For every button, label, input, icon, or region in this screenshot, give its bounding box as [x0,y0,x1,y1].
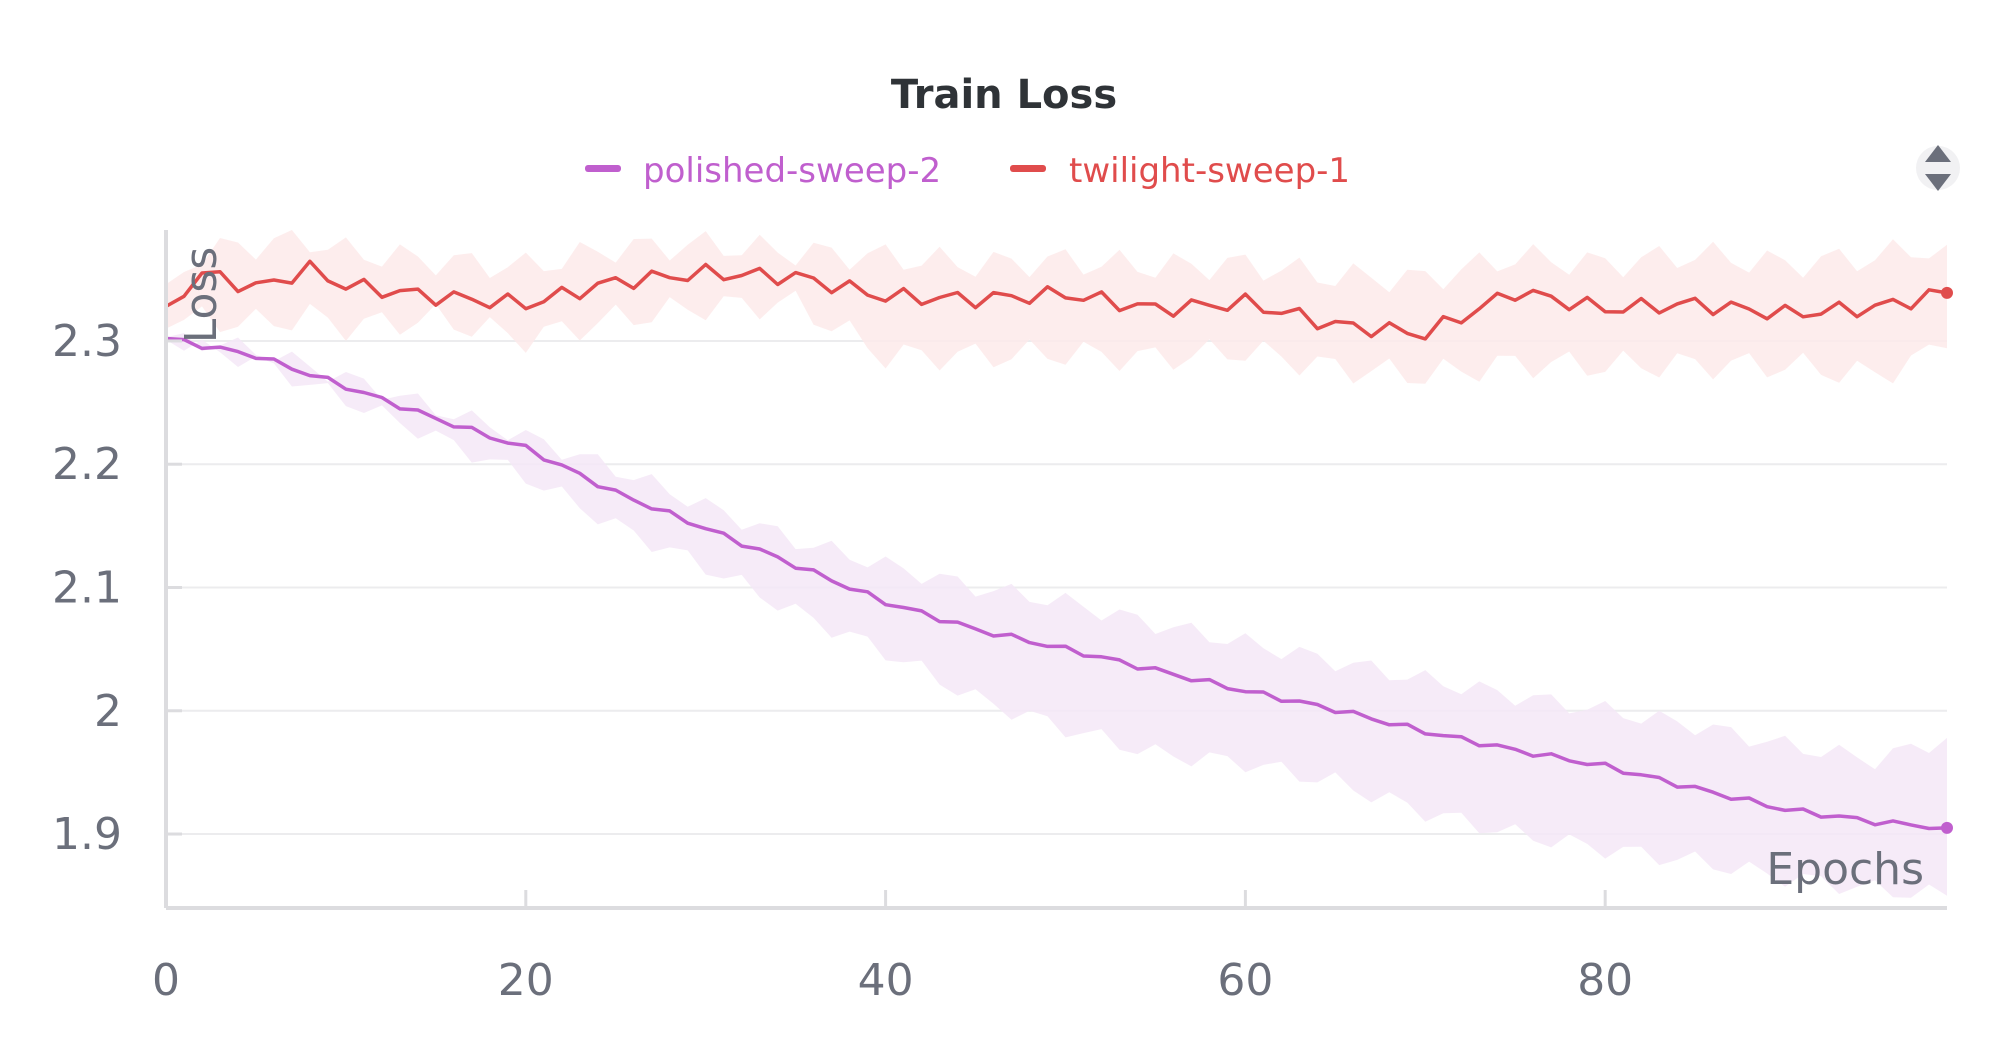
line-twilight-sweep-1[interactable] [165,259,1948,341]
y-tick-label: 2 [94,686,122,737]
scroll-down-icon[interactable] [1925,174,1951,191]
y-axis-label: Loss [176,247,227,344]
x-tick-label: 40 [858,955,914,1006]
series-lines [165,259,1953,834]
legend-swatch-twilight-sweep-1 [1010,165,1046,172]
legend-item-polished-sweep-2[interactable]: polished-sweep-2 [585,151,941,191]
x-tick-label: 60 [1217,955,1273,1006]
axes [164,230,1947,910]
legend-label-polished-sweep-2: polished-sweep-2 [643,151,941,191]
line-polished-sweep-2[interactable] [165,336,1948,831]
legend-item-twilight-sweep-1[interactable]: twilight-sweep-1 [1010,151,1350,191]
band-twilight-sweep-1 [166,230,1947,384]
x-tick-label: 80 [1577,955,1633,1006]
end-marker-twilight-sweep-1[interactable] [1941,286,1953,299]
chart-title: Train Loss [891,72,1117,118]
x-tick-label: 20 [498,955,554,1006]
legend: polished-sweep-2 twilight-sweep-1 [585,151,1350,191]
x-tick-label: 0 [152,955,180,1006]
end-marker-polished-sweep-2[interactable] [1941,821,1953,834]
y-tick-label: 2.1 [52,562,122,613]
x-axis-label: Epochs [1766,844,1924,895]
confidence-bands [166,230,1947,898]
tick-labels: 1.9 2 2.1 2.2 2.3 0 20 40 60 80 [52,316,1633,1006]
legend-scroll-background [1916,146,1960,190]
y-tick-label: 2.3 [52,316,122,367]
band-polished-sweep-2 [166,333,1947,898]
y-tick-label: 2.2 [52,439,122,490]
legend-label-twilight-sweep-1: twilight-sweep-1 [1069,151,1350,191]
scroll-up-icon[interactable] [1925,145,1951,162]
legend-scroll-icon[interactable] [1916,145,1960,191]
y-tick-label: 1.9 [52,809,122,860]
legend-swatch-polished-sweep-2 [585,165,621,172]
